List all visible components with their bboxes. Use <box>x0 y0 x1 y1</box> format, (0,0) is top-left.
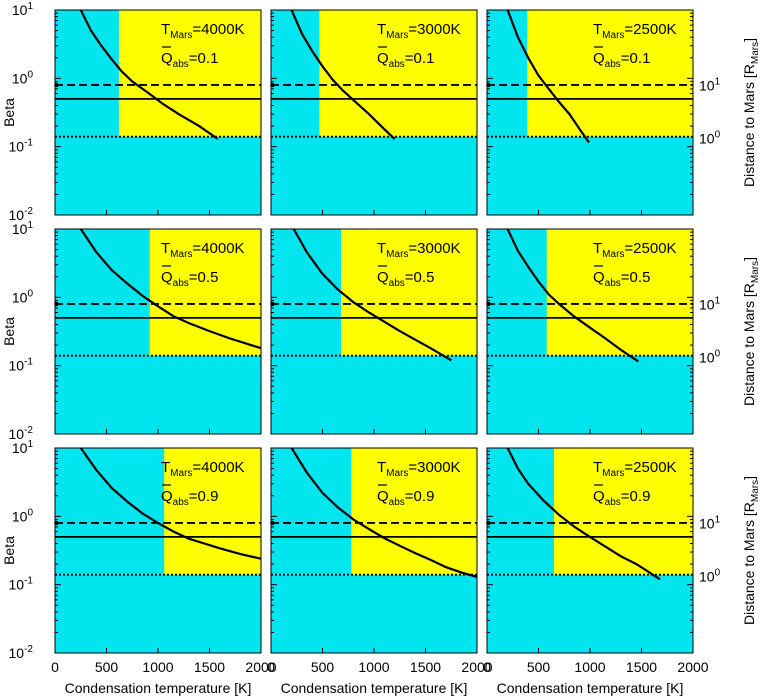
right-axis-title: Distance to Mars [RMars] <box>741 257 760 406</box>
x-tick-label: 500 <box>95 659 119 675</box>
x-tick-label: 2000 <box>245 659 276 675</box>
marker-dot <box>54 301 59 307</box>
x-tick-label: 1000 <box>574 659 605 675</box>
beta-curve <box>506 229 640 363</box>
x-tick-label: 500 <box>527 659 551 675</box>
panel-label-temperature: TMars=2500K <box>593 21 677 41</box>
beta-curve <box>290 448 477 578</box>
marker-dot <box>486 520 491 526</box>
y-tick-label: 100 <box>12 69 34 86</box>
panel: TMars=3000K Qabs=0.5 <box>270 228 478 435</box>
panel: TMars=4000K Qabs=0.5 10-2 10-1 100 101 Beta <box>1 220 262 442</box>
beta-curve <box>292 229 452 362</box>
panel-label-temperature: TMars=4000K <box>161 240 245 260</box>
marker-dot <box>54 520 59 526</box>
bound-region <box>149 229 261 356</box>
bound-region <box>319 10 477 137</box>
y-tick-label: 10-1 <box>9 357 34 374</box>
panel: TMars=4000K Qabs=0.9 10-2 10-1 100 101 Beta 0 50… <box>1 439 277 696</box>
panel-label-temperature: TMars=3000K <box>377 459 461 479</box>
panel-label-qabs: Qabs=0.1 <box>593 50 650 70</box>
y-tick-label: 100 <box>12 288 34 305</box>
y-tick-label: 101 <box>12 439 34 456</box>
panel-label-qabs: Qabs=0.5 <box>161 269 218 289</box>
beta-curve <box>506 10 590 144</box>
marker-dot <box>486 82 491 88</box>
bound-region <box>546 229 693 356</box>
panel-label-temperature: TMars=2500K <box>593 240 677 260</box>
panel-label-temperature: TMars=2500K <box>593 459 677 479</box>
marker-dot <box>486 301 491 307</box>
panel: TMars=3000K Qabs=0.9 0 500 1000 1500 2000 Conde… <box>267 447 493 696</box>
y-axis-title: Beta <box>1 98 17 127</box>
x-tick-label: 1000 <box>358 659 389 675</box>
panel-label-qabs: Qabs=0.5 <box>593 269 650 289</box>
x-tick-label: 1500 <box>410 659 441 675</box>
bound-region <box>164 448 261 575</box>
bound-region <box>118 10 261 137</box>
y-tick-label: 10-2 <box>9 425 34 442</box>
x-tick-label: 2000 <box>677 659 708 675</box>
panel-label-qabs: Qabs=0.1 <box>161 50 218 70</box>
panel-label-qabs: Qabs=0.9 <box>161 488 218 508</box>
bound-region <box>553 448 693 575</box>
x-axis-title: Condensation temperature [K] <box>65 680 252 696</box>
right-tick-label: 100 <box>699 129 721 146</box>
panel-label-qabs: Qabs=0.1 <box>377 50 434 70</box>
bound-region <box>341 229 477 356</box>
right-tick-label: 101 <box>699 77 721 94</box>
y-tick-label: 10-1 <box>9 576 34 593</box>
right-tick-label: 100 <box>699 567 721 584</box>
x-tick-label: 1000 <box>142 659 173 675</box>
beta-curve <box>290 10 396 140</box>
x-tick-label: 0 <box>51 659 59 675</box>
panel-label-temperature: TMars=3000K <box>377 21 461 41</box>
y-tick-label: 10-1 <box>9 138 34 155</box>
right-axis-title: Distance to Mars [RMars] <box>741 38 760 187</box>
marker-dot <box>270 520 275 526</box>
panel-label-temperature: TMars=4000K <box>161 459 245 479</box>
panel-label-temperature: TMars=4000K <box>161 21 245 41</box>
y-axis-title: Beta <box>1 536 17 565</box>
right-tick-label: 100 <box>699 348 721 365</box>
x-tick-label: 1500 <box>194 659 225 675</box>
beta-curve <box>79 229 261 350</box>
panel: TMars=2500K Qabs=0.1 100 101 Distance to Mar… <box>486 9 760 216</box>
y-axis-title: Beta <box>1 317 17 346</box>
panel: TMars=3000K Qabs=0.1 <box>270 9 478 216</box>
right-tick-label: 101 <box>699 515 721 532</box>
y-tick-label: 10-2 <box>9 206 34 223</box>
right-axis-title: Distance to Mars [RMars] <box>741 476 760 625</box>
beta-curve <box>79 10 219 140</box>
panel-label-qabs: Qabs=0.9 <box>593 488 650 508</box>
marker-dot <box>54 82 59 88</box>
x-axis-title: Condensation temperature [K] <box>497 680 684 696</box>
x-tick-label: 500 <box>311 659 335 675</box>
y-tick-label: 10-2 <box>9 644 34 661</box>
beta-curve <box>506 448 661 581</box>
x-tick-label: 0 <box>483 659 491 675</box>
right-tick-label: 101 <box>699 296 721 313</box>
panel: TMars=4000K Qabs=0.1 10-2 10-1 100 101 Beta <box>1 1 262 223</box>
panel: TMars=2500K Qabs=0.5 100 101 Distance to Mar… <box>486 228 760 435</box>
marker-dot <box>270 301 275 307</box>
bound-region <box>527 10 693 137</box>
y-tick-label: 101 <box>12 220 34 237</box>
x-axis-title: Condensation temperature [K] <box>281 680 468 696</box>
panel-label-qabs: Qabs=0.9 <box>377 488 434 508</box>
panel-label-qabs: Qabs=0.5 <box>377 269 434 289</box>
x-tick-label: 1500 <box>626 659 657 675</box>
y-tick-label: 100 <box>12 507 34 524</box>
beta-curve <box>79 448 261 560</box>
x-tick-label: 0 <box>267 659 275 675</box>
x-tick-label: 2000 <box>461 659 492 675</box>
panel: TMars=2500K Qabs=0.9 100 101 Distance to Mar… <box>483 447 760 696</box>
panel-label-temperature: TMars=3000K <box>377 240 461 260</box>
y-tick-label: 101 <box>12 1 34 18</box>
marker-dot <box>270 82 275 88</box>
